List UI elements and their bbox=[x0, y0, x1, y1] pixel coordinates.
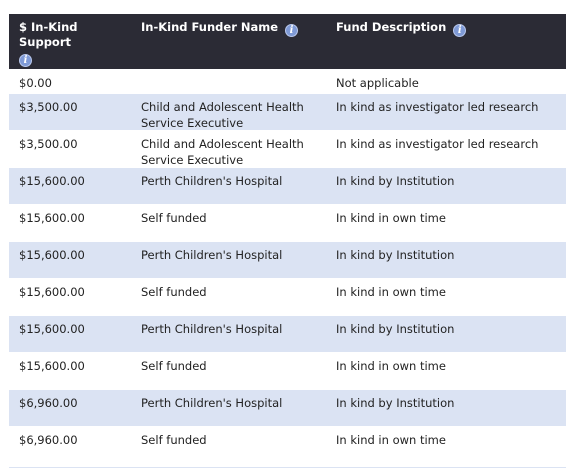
cell-description: In kind by Institution bbox=[336, 174, 455, 188]
table-row: $3,500.00 Child and Adolescent Health Se… bbox=[9, 131, 566, 168]
cell-funder: Self funded bbox=[141, 359, 207, 373]
info-icon[interactable]: i bbox=[285, 24, 299, 37]
info-icon[interactable]: i bbox=[453, 24, 467, 37]
cell-funder: Perth Children's Hospital bbox=[141, 248, 283, 262]
column-header-amount-label: $ In-Kind Support bbox=[19, 20, 78, 49]
cell-amount: $15,600.00 bbox=[19, 322, 85, 336]
cell-funder: Child and Adolescent Health Service Exec… bbox=[141, 100, 304, 130]
cell-funder: Self funded bbox=[141, 433, 207, 447]
column-header-description-label: Fund Description bbox=[336, 20, 447, 34]
cell-amount: $6,960.00 bbox=[19, 433, 78, 447]
cell-description: Not applicable bbox=[336, 76, 419, 90]
table-row: $15,600.00 Perth Children's Hospital In … bbox=[9, 316, 566, 353]
table-row: $15,600.00 Self funded In kind in own ti… bbox=[9, 279, 566, 316]
cell-description: In kind in own time bbox=[336, 211, 446, 225]
cell-description: In kind by Institution bbox=[336, 396, 455, 410]
cell-amount: $3,500.00 bbox=[19, 137, 78, 151]
cell-funder: Child and Adolescent Health Service Exec… bbox=[141, 137, 304, 167]
cell-amount: $15,600.00 bbox=[19, 285, 85, 299]
table-header: $ In-Kind Support i In-Kind Funder Name … bbox=[9, 14, 566, 69]
table-row: $15,600.00 Perth Children's Hospital In … bbox=[9, 242, 566, 279]
cell-funder: Perth Children's Hospital bbox=[141, 322, 283, 336]
cell-description: In kind in own time bbox=[336, 359, 446, 373]
column-header-description: Fund Description i bbox=[336, 20, 556, 37]
table-row: $6,960.00 Perth Children's Hospital In k… bbox=[9, 390, 566, 427]
cell-description: In kind as investigator led research bbox=[336, 137, 539, 151]
in-kind-support-table: $ In-Kind Support i In-Kind Funder Name … bbox=[9, 14, 566, 468]
cell-amount: $15,600.00 bbox=[19, 359, 85, 373]
cell-amount: $15,600.00 bbox=[19, 248, 85, 262]
cell-description: In kind by Institution bbox=[336, 322, 455, 336]
cell-description: In kind as investigator led research bbox=[336, 100, 539, 114]
info-icon[interactable]: i bbox=[19, 54, 32, 67]
table-row: $6,960.00 Self funded In kind in own tim… bbox=[9, 427, 566, 464]
cell-amount: $0.00 bbox=[19, 76, 52, 90]
table-row: $15,600.00 Perth Children's Hospital In … bbox=[9, 168, 566, 205]
column-header-amount: $ In-Kind Support i bbox=[19, 20, 129, 67]
cell-funder: Self funded bbox=[141, 211, 207, 225]
table-row: $0.00 Not applicable bbox=[9, 72, 566, 94]
cell-funder: Perth Children's Hospital bbox=[141, 174, 283, 188]
cell-description: In kind in own time bbox=[336, 285, 446, 299]
cell-amount: $15,600.00 bbox=[19, 211, 85, 225]
cell-funder: Perth Children's Hospital bbox=[141, 396, 283, 410]
cell-funder: Self funded bbox=[141, 285, 207, 299]
column-header-funder: In-Kind Funder Name i bbox=[141, 20, 331, 37]
table-row: $3,500.00 Child and Adolescent Health Se… bbox=[9, 94, 566, 131]
cell-description: In kind in own time bbox=[336, 433, 446, 447]
cell-description: In kind by Institution bbox=[336, 248, 455, 262]
cell-amount: $3,500.00 bbox=[19, 100, 78, 114]
table-row: $15,600.00 Self funded In kind in own ti… bbox=[9, 205, 566, 242]
cell-amount: $15,600.00 bbox=[19, 174, 85, 188]
column-header-funder-label: In-Kind Funder Name bbox=[141, 20, 279, 34]
table-row: $15,600.00 Self funded In kind in own ti… bbox=[9, 353, 566, 390]
cell-amount: $6,960.00 bbox=[19, 396, 78, 410]
